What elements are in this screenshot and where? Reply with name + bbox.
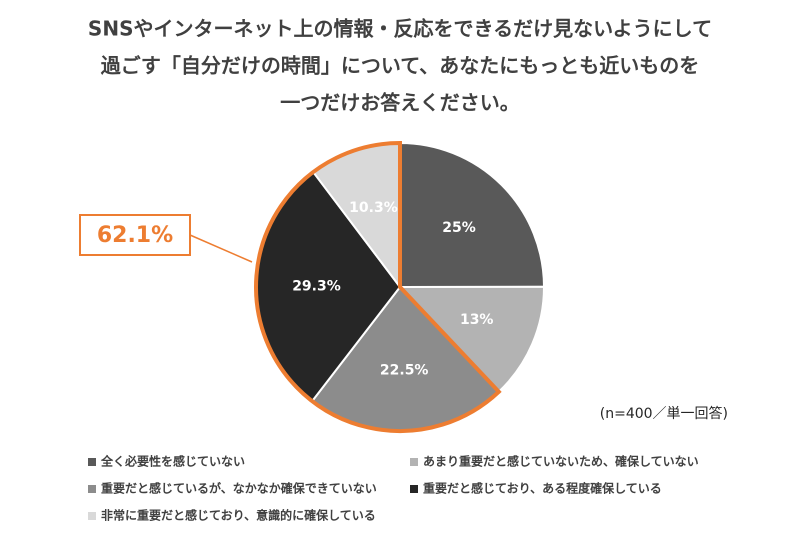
legend-marker — [410, 485, 418, 493]
chart-title: SNSやインターネット上の情報・反応をできるだけ見ないようにして — [88, 17, 712, 41]
legend-marker — [410, 458, 418, 466]
legend-label: 重要だと感じており、ある程度確保している — [423, 481, 662, 496]
callout-line — [189, 234, 253, 263]
data-label: 25% — [442, 220, 476, 236]
callout-label: 62.1% — [97, 223, 173, 248]
legend-marker — [88, 458, 96, 466]
callout-box — [79, 214, 191, 256]
legend-label: 重要だと感じているが、なかなか確保できていない — [101, 481, 377, 496]
data-label: 10.3% — [349, 200, 398, 216]
chart-title: 過ごす「自分だけの時間」について、あなたにもっとも近いものを — [101, 54, 700, 78]
pie-slice — [399, 141, 546, 289]
legend-label: 全く必要性を感じていない — [100, 454, 245, 469]
data-label: 13% — [460, 312, 494, 328]
pie-slice — [397, 285, 546, 394]
note: (n=400／単一回答) — [600, 405, 728, 422]
chart-title: 一つだけお答えください。 — [280, 91, 519, 115]
legend-marker — [88, 485, 96, 493]
data-label: 22.5% — [380, 362, 429, 378]
legend-label: あまり重要だと感じていないため、確保していない — [423, 454, 699, 469]
legend-label: 非常に重要だと感じており、意識的に確保している — [101, 508, 376, 523]
legend-marker — [88, 512, 96, 520]
data-label: 29.3% — [292, 279, 341, 295]
highlight-outline — [254, 140, 502, 433]
